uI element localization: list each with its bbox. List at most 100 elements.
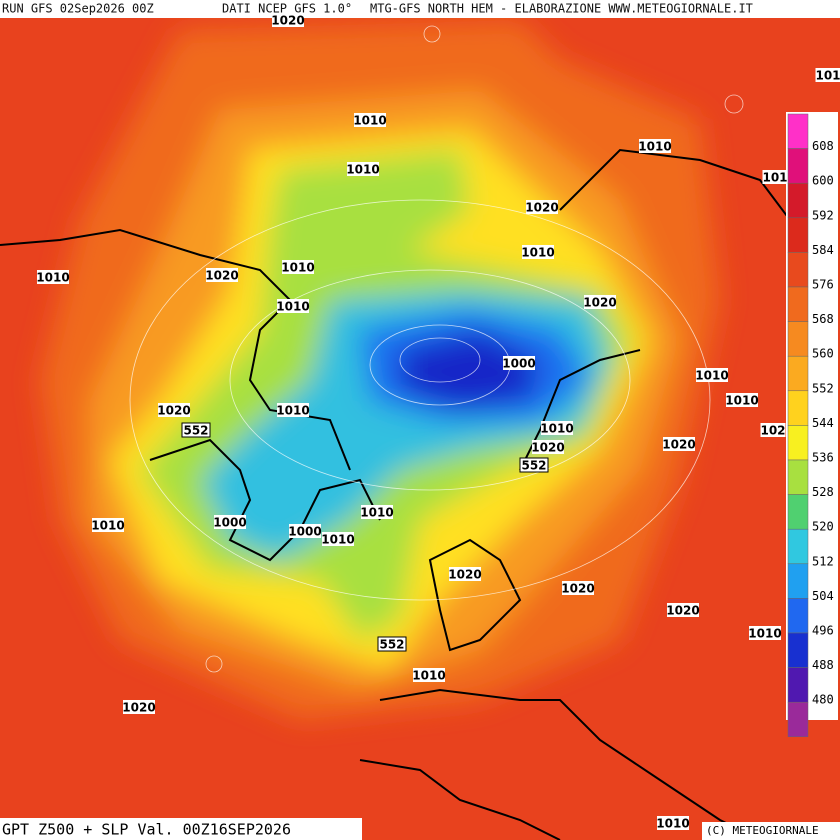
slp-label-bg bbox=[696, 368, 728, 382]
slp-label-bg bbox=[347, 162, 379, 176]
slp-label: 1020 bbox=[666, 604, 699, 618]
slp-label-bg bbox=[532, 440, 564, 454]
slp-label: 1010 bbox=[281, 261, 314, 275]
colorbar-label: 480 bbox=[812, 693, 834, 707]
slp-label: 1010 bbox=[321, 533, 354, 547]
colorbar-label: 528 bbox=[812, 485, 834, 499]
colorbar-swatch bbox=[787, 701, 809, 738]
colorbar-swatch bbox=[787, 563, 809, 599]
colorbar-swatch bbox=[787, 632, 809, 668]
slp-label: 1020 bbox=[122, 701, 155, 715]
slp-label: 1010 bbox=[748, 627, 781, 641]
source-label: DATI NCEP GFS 1.0° bbox=[222, 2, 352, 16]
slp-label-bg bbox=[361, 505, 393, 519]
slp-label-bg bbox=[282, 260, 314, 274]
slp-label-bg bbox=[584, 295, 616, 309]
slp-label: 1010 bbox=[725, 394, 758, 408]
map-title: MTG-GFS NORTH HEM - ELABORAZIONE WWW.MET… bbox=[370, 2, 753, 16]
slp-label: 1000 bbox=[288, 525, 321, 539]
slp-label: 1010 bbox=[91, 519, 124, 533]
colorbar-label: 584 bbox=[812, 243, 834, 257]
colorbar-label: 496 bbox=[812, 624, 834, 638]
slp-label: 1020 bbox=[448, 568, 481, 582]
slp-label-bg bbox=[657, 816, 689, 830]
colorbar-label: 560 bbox=[812, 347, 834, 361]
slp-label-bg bbox=[815, 68, 840, 82]
slp-label: 1000 bbox=[213, 516, 246, 530]
slp-label: 1020 bbox=[157, 404, 190, 418]
z500-label-bg bbox=[519, 457, 549, 473]
slp-label-bg bbox=[354, 113, 386, 127]
colorbar-swatch bbox=[787, 217, 809, 253]
slp-label-bg bbox=[92, 518, 124, 532]
slp-label: 1010 bbox=[412, 669, 445, 683]
z500-label: 552 bbox=[183, 424, 208, 438]
slp-label: 1020 bbox=[583, 296, 616, 310]
colorbar-swatch bbox=[787, 425, 809, 461]
slp-label-bg bbox=[158, 403, 190, 417]
slp-label-bg bbox=[562, 581, 594, 595]
slp-label: 1020 bbox=[561, 582, 594, 596]
slp-label: 1020 bbox=[525, 201, 558, 215]
colorbar-label: 536 bbox=[812, 451, 834, 465]
slp-label-bg bbox=[503, 356, 535, 370]
colorbar-swatch bbox=[787, 252, 809, 288]
colorbar-label: 544 bbox=[812, 416, 834, 430]
slp-label: 1020 bbox=[531, 441, 564, 455]
colorbar-swatch bbox=[787, 494, 809, 530]
slp-label: 1010 bbox=[656, 817, 689, 831]
slp-label-bg bbox=[667, 603, 699, 617]
slp-label-bg bbox=[277, 403, 309, 417]
slp-label-bg bbox=[289, 524, 321, 538]
slp-label-bg bbox=[663, 437, 695, 451]
header-bar bbox=[0, 0, 840, 18]
field bbox=[0, 18, 840, 840]
slp-label-bg bbox=[522, 245, 554, 259]
slp-label: 1010 bbox=[276, 404, 309, 418]
colorbar-swatch bbox=[787, 321, 809, 357]
product-label: GPT Z500 + SLP Val. 00Z16SEP2026 bbox=[2, 821, 291, 839]
colorbar-swatch bbox=[787, 390, 809, 426]
slp-label-bg bbox=[449, 567, 481, 581]
slp-label: 1010 bbox=[276, 300, 309, 314]
slp-label-bg bbox=[413, 668, 445, 682]
colorbar-swatch bbox=[787, 182, 809, 219]
slp-label: 102 bbox=[760, 424, 785, 438]
slp-label: 1010 bbox=[638, 140, 671, 154]
z500-label: 552 bbox=[379, 638, 404, 652]
slp-label-bg bbox=[272, 13, 304, 27]
footer-box bbox=[0, 818, 362, 840]
colorbar-label: 592 bbox=[812, 208, 834, 222]
slp-label: 1000 bbox=[502, 357, 535, 371]
copyright-box bbox=[702, 822, 840, 840]
colorbar-label: 568 bbox=[812, 312, 834, 326]
slp-label-bg bbox=[123, 700, 155, 714]
run-label: RUN GFS 02Sep2026 00Z bbox=[2, 2, 154, 16]
slp-label: 1010 bbox=[695, 369, 728, 383]
colorbar-label: 504 bbox=[812, 589, 834, 603]
slp-label: 101 bbox=[762, 171, 787, 185]
slp-label: 1010 bbox=[353, 114, 386, 128]
slp-label-bg bbox=[277, 299, 309, 313]
slp-label: 1010 bbox=[360, 506, 393, 520]
colorbar-label: 608 bbox=[812, 139, 834, 153]
colorbar-swatch bbox=[787, 459, 809, 495]
colorbar-swatch bbox=[787, 286, 809, 322]
colorbar-label: 576 bbox=[812, 278, 834, 292]
slp-label-bg bbox=[639, 139, 671, 153]
copyright: (C) METEOGIORNALE bbox=[706, 824, 819, 837]
slp-label: 1010 bbox=[540, 422, 573, 436]
z500-label-bg bbox=[181, 422, 211, 438]
colorbar-swatch bbox=[787, 148, 809, 184]
slp-label-bg bbox=[322, 532, 354, 546]
slp-label-bg bbox=[37, 270, 69, 284]
slp-label: 101 bbox=[815, 69, 840, 83]
slp-label-bg bbox=[214, 515, 246, 529]
z500-label: 552 bbox=[521, 459, 546, 473]
slp-label-bg bbox=[726, 393, 758, 407]
colorbar: 608 600 592 584 576 568 560 552 544 536 528 520 512 5… bbox=[787, 113, 834, 738]
colorbar-swatch bbox=[787, 113, 809, 149]
slp-label-bg bbox=[206, 268, 238, 282]
colorbar-label: 512 bbox=[812, 554, 834, 568]
